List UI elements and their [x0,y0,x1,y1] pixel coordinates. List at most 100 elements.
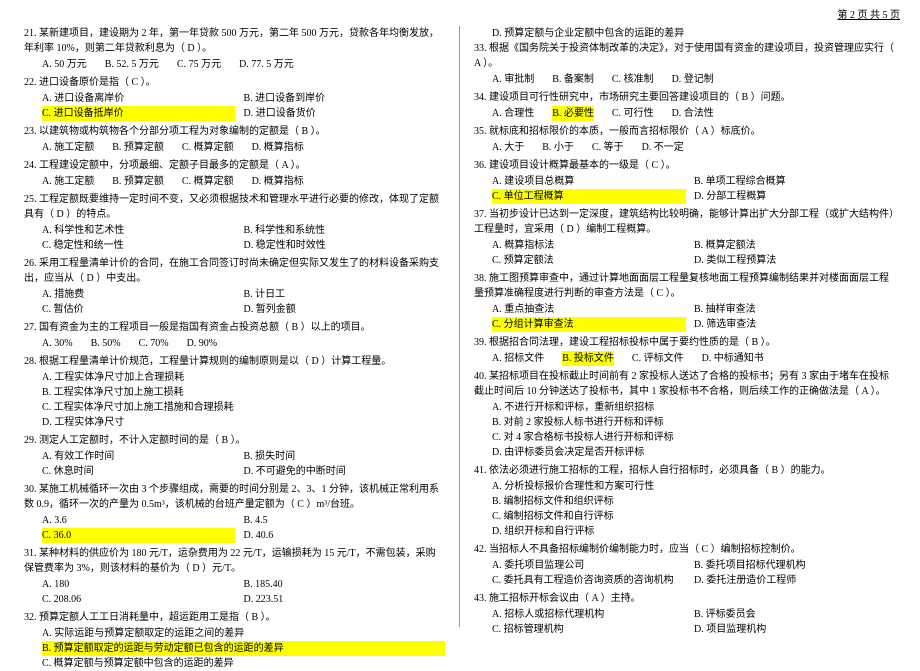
q24-stem: 24. 工程建设定额中，分项最细、定额子目最多的定额是（ A ）。 [24,158,445,173]
two-column-layout: 21. 某新建项目，建设期为 2 年，第一年贷款 500 万元，第二年 500 … [0,0,920,637]
q23-a: A. 施工定额 [42,140,94,155]
left-column: 21. 某新建项目，建设期为 2 年，第一年贷款 500 万元，第二年 500 … [14,26,460,627]
q42-stem: 42. 当招标人不具备招标编制价编制能力时，应当（ C ）编制招标控制价。 [474,542,896,557]
q28-a: A. 工程实体净尺寸加上合理损耗 [42,370,445,385]
q36-a: A. 建设项目总概算 [492,174,686,189]
q26-d: D. 暂列金额 [243,302,436,317]
q21-b: B. 52. 5 万元 [105,57,159,72]
q39-stem: 39. 根据招合同法理，建设工程招标投标中属于要约性质的是（ B ）。 [474,335,896,350]
q42-b: B. 委托项目招标代理机构 [694,558,888,573]
q31-c: C. 208.06 [42,592,235,607]
q29-stem: 29. 测定人工定额时，不计入定额时间的是（ B ）。 [24,433,445,448]
q39-a: A. 招标文件 [492,351,544,366]
q42-a: A. 委托项目监理公司 [492,558,686,573]
q41-d: D. 组织开标和自行评标 [492,524,896,539]
q34-d: D. 合法性 [672,106,714,121]
q22-d: D. 进口设备货价 [243,106,436,121]
q43-a: A. 招标人或招标代理机构 [492,607,686,622]
q29-d: D. 不可避免的中断时间 [243,464,436,479]
q37-b: B. 概算定额法 [694,238,888,253]
q24-a: A. 施工定额 [42,174,94,189]
q40-stem: 40. 某招标项目在投标截止时间前有 2 家投标人送达了合格的投标书；另有 3 … [474,369,896,399]
q38-b: B. 抽样审查法 [694,302,888,317]
q29-c: C. 休息时间 [42,464,235,479]
q24-b: B. 预算定额 [112,174,164,189]
question-28: 28. 根据工程量清单计价规范，工程量计算规则的编制原则是以（ D ）计算工程量… [24,354,445,430]
q35-stem: 35. 就标底和招标限价的本质，一般而言招标限价（ A ）标底价。 [474,124,896,139]
q30-stem: 30. 某施工机械循环一次由 3 个步骤组成，需要的时间分别是 2、3、1 分钟… [24,482,445,512]
q25-c: C. 稳定性和统一性 [42,238,235,253]
q31-b: B. 185.40 [243,577,436,592]
q25-b: B. 科学性和系统性 [243,223,436,238]
q21-d: D. 77. 5 万元 [239,57,294,72]
q35-b: B. 小于 [542,140,574,155]
question-29: 29. 测定人工定额时，不计入定额时间的是（ B ）。 A. 有效工作时间 B.… [24,433,445,479]
question-39: 39. 根据招合同法理，建设工程招标投标中属于要约性质的是（ B ）。 A. 招… [474,335,896,366]
q24-c: C. 概算定额 [182,174,234,189]
q34-c: C. 可行性 [612,106,654,121]
q30-b: B. 4.5 [243,513,436,528]
q21-a: A. 50 万元 [42,57,87,72]
question-42: 42. 当招标人不具备招标编制价编制能力时，应当（ C ）编制招标控制价。 A.… [474,542,896,588]
question-35: 35. 就标底和招标限价的本质，一般而言招标限价（ A ）标底价。 A. 大于 … [474,124,896,155]
q22-c: C. 进口设备抵岸价 [42,106,235,121]
q36-b: B. 单项工程综合概算 [694,174,888,189]
q41-a: A. 分析投标报价合理性和方案可行性 [492,479,896,494]
question-38: 38. 施工图预算审查中，通过计算地面面层工程量复核地面工程预算编制结果并对楼面… [474,271,896,332]
q30-c: C. 36.0 [42,528,235,543]
q34-b: B. 必要性 [552,106,594,121]
q33-stem: 33. 根据《国务院关于投资体制改革的决定》，对于使用国有资金的建设项目，投资管… [474,41,896,71]
q32-a: A. 实际运距与预算定额取定的运距之间的差异 [42,626,445,641]
q28-c: C. 工程实体净尺寸加上施工措施和合理损耗 [42,400,445,415]
q38-stem: 38. 施工图预算审查中，通过计算地面面层工程量复核地面工程预算编制结果并对楼面… [474,271,896,301]
q37-d: D. 类似工程预算法 [694,253,888,268]
q43-stem: 43. 施工招标开标会议由（ A ）主持。 [474,591,896,606]
q39-d: D. 中标通知书 [702,351,764,366]
q26-stem: 26. 采用工程量清单计价的合同，在施工合同签订时尚未确定但实际又发生了的材料设… [24,256,445,286]
q39-b: B. 投标文件 [562,351,614,366]
question-41: 41. 依法必须进行施工招标的工程，招标人自行招标时，必须具备（ B ）的能力。… [474,463,896,539]
q34-stem: 34. 建设项目可行性研究中，市场研究主要回答建设项目的（ B ）问题。 [474,90,896,105]
q31-d: D. 223.51 [243,592,436,607]
q41-b: B. 编制招标文件和组织评标 [492,494,896,509]
question-27: 27. 国有资金为主的工程项目一般是指国有资金占投资总额（ B ）以上的项目。 … [24,320,445,351]
q40-c: C. 对 4 家合格标书投标人进行开标和评标 [492,430,896,445]
q41-c: C. 编制招标文件和自行评标 [492,509,896,524]
q31-a: A. 180 [42,577,235,592]
question-37: 37. 当初步设计已达到一定深度，建筑结构比较明确，能够计算出扩大分部工程（或扩… [474,207,896,268]
q36-d: D. 分部工程概算 [694,189,888,204]
q35-c: C. 等于 [592,140,624,155]
q37-stem: 37. 当初步设计已达到一定深度，建筑结构比较明确，能够计算出扩大分部工程（或扩… [474,207,896,237]
question-43: 43. 施工招标开标会议由（ A ）主持。 A. 招标人或招标代理机构 B. 评… [474,591,896,637]
q23-stem: 23. 以建筑物或构筑物各个分部分项工程为对象编制的定额是（ B ）。 [24,124,445,139]
q22-stem: 22. 进口设备原价是指（ C ）。 [24,75,445,90]
page-number: 第 2 页 共 5 页 [838,8,901,23]
q28-stem: 28. 根据工程量清单计价规范，工程量计算规则的编制原则是以（ D ）计算工程量… [24,354,445,369]
q23-d: D. 概算指标 [252,140,304,155]
q36-c: C. 单位工程概算 [492,189,686,204]
q33-b: B. 备案制 [552,72,594,87]
right-column: D. 预算定额与企业定额中包含的运距的差异 33. 根据《国务院关于投资体制改革… [460,26,906,627]
q43-b: B. 评标委员会 [694,607,888,622]
q35-a: A. 大于 [492,140,524,155]
q26-b: B. 计日工 [243,287,436,302]
q37-a: A. 概算指标法 [492,238,686,253]
q27-c: C. 70% [139,336,169,351]
q42-c: C. 委托具有工程造价咨询资质的咨询机构 [492,573,686,588]
q33-d: D. 登记制 [672,72,714,87]
q27-d: D. 90% [187,336,218,351]
q26-a: A. 措施费 [42,287,235,302]
q23-c: C. 概算定额 [182,140,234,155]
q25-a: A. 科学性和艺术性 [42,223,235,238]
q35-d: D. 不一定 [642,140,684,155]
q28-b: B. 工程实体净尺寸加上施工损耗 [42,385,445,400]
q30-a: A. 3.6 [42,513,235,528]
q27-a: A. 30% [42,336,73,351]
question-34: 34. 建设项目可行性研究中，市场研究主要回答建设项目的（ B ）问题。 A. … [474,90,896,121]
q34-a: A. 合理性 [492,106,534,121]
question-31: 31. 某种材料的供应价为 180 元/T，运杂费用为 22 元/T，运输损耗为… [24,546,445,607]
q41-stem: 41. 依法必须进行施工招标的工程，招标人自行招标时，必须具备（ B ）的能力。 [474,463,896,478]
q31-stem: 31. 某种材料的供应价为 180 元/T，运杂费用为 22 元/T，运输损耗为… [24,546,445,576]
question-22: 22. 进口设备原价是指（ C ）。 A. 进口设备离岸价 B. 进口设备到岸价… [24,75,445,121]
question-36: 36. 建设项目设计概算最基本的一级是（ C ）。 A. 建设项目总概算 B. … [474,158,896,204]
